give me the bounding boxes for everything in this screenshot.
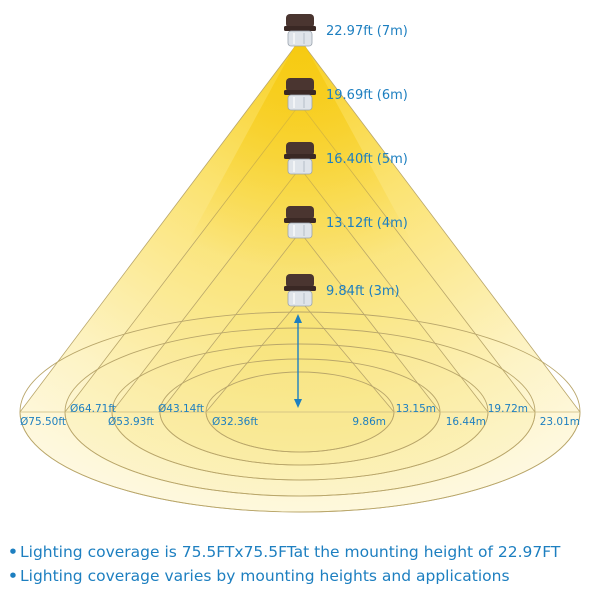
mounting-height-label: 16.40ft (5m)	[326, 152, 408, 167]
mounting-height-label: 9.84ft (3m)	[326, 284, 400, 299]
mounting-height-label: 13.12ft (4m)	[326, 216, 408, 231]
mounting-height-label: 22.97ft (7m)	[326, 24, 408, 39]
beam-glow	[140, 36, 460, 355]
bullet-icon: •	[8, 567, 18, 585]
coverage-diameter-label: Ø53.93ft	[108, 416, 154, 428]
coverage-diameter-label: Ø75.50ft	[20, 416, 66, 428]
height-arrow-head-top	[294, 314, 302, 323]
coverage-notes: • Lighting coverage is 75.5FTx75.5FTat th…	[8, 540, 598, 588]
canopy-light-icon	[284, 14, 316, 47]
coverage-radius-label: 16.44m	[446, 416, 486, 428]
canopy-light-icon	[284, 78, 316, 111]
bullet-icon: •	[8, 543, 18, 561]
coverage-note-2: • Lighting coverage varies by mounting he…	[8, 564, 598, 588]
canopy-light-icon	[284, 142, 316, 175]
coverage-note-1-text: Lighting coverage is 75.5FTx75.5FTat the…	[20, 543, 561, 561]
canopy-light-icon	[284, 274, 316, 307]
coverage-note-2-text: Lighting coverage varies by mounting hei…	[20, 567, 510, 585]
height-arrow-head-bottom	[294, 399, 302, 408]
coverage-radius-label: 13.15m	[396, 403, 436, 415]
coverage-note-1: • Lighting coverage is 75.5FTx75.5FTat th…	[8, 540, 598, 564]
coverage-radius-label: 19.72m	[488, 403, 528, 415]
coverage-diameter-label: Ø32.36ft	[212, 416, 258, 428]
coverage-diameter-label: Ø64.71ft	[70, 403, 116, 415]
mounting-height-label: 19.69ft (6m)	[326, 88, 408, 103]
coverage-radius-label: 23.01m	[540, 416, 580, 428]
coverage-diameter-label: Ø43.14ft	[158, 403, 204, 415]
canopy-light-icon	[284, 206, 316, 239]
coverage-radius-label: 9.86m	[352, 416, 386, 428]
